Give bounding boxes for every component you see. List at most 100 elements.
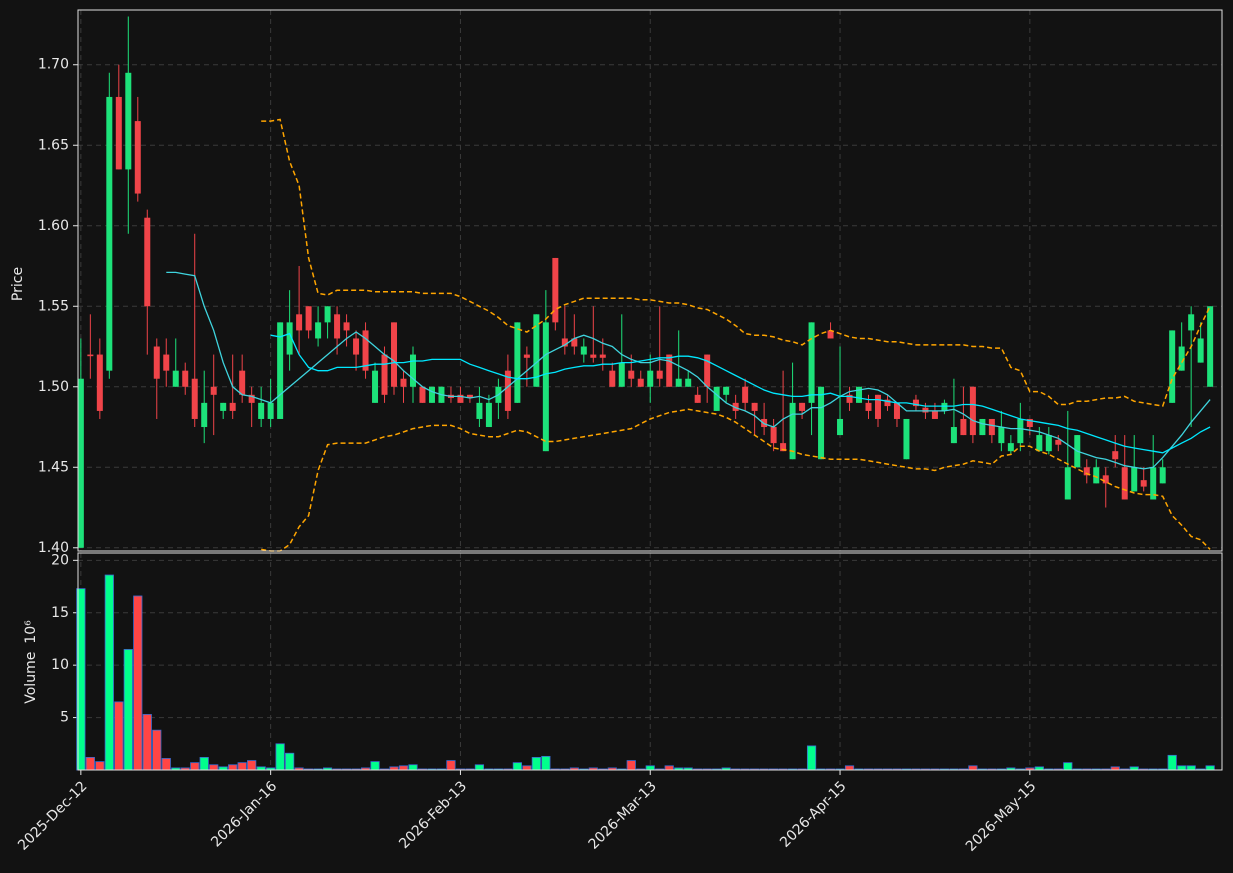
volume-bar bbox=[85, 757, 95, 771]
candle-body bbox=[400, 378, 407, 387]
candle-body bbox=[153, 346, 160, 379]
candle-body bbox=[362, 330, 369, 371]
candle-body bbox=[87, 354, 94, 357]
candle-body bbox=[979, 418, 986, 436]
volume-bar bbox=[152, 729, 162, 771]
candle-body bbox=[998, 427, 1005, 444]
candle-body bbox=[286, 322, 293, 355]
candle-body bbox=[248, 394, 255, 403]
volume-bar bbox=[161, 758, 171, 771]
y-tick-label: 20 bbox=[51, 552, 69, 568]
volume-bar bbox=[209, 764, 219, 771]
candle-body bbox=[561, 338, 568, 347]
candle-body bbox=[457, 394, 464, 403]
candle-body bbox=[125, 72, 132, 170]
candle-body bbox=[742, 386, 749, 403]
candle-body bbox=[666, 354, 673, 387]
y-tick-label: 1.45 bbox=[38, 459, 69, 475]
candle-body bbox=[694, 394, 701, 403]
candle-body bbox=[799, 402, 806, 411]
volume-axis-label: Volume 10⁶ bbox=[23, 620, 39, 704]
volume-bar bbox=[228, 764, 238, 771]
volume-bar bbox=[370, 761, 380, 771]
volume-bar bbox=[237, 762, 247, 771]
candle-body bbox=[343, 322, 350, 331]
candle-body bbox=[1064, 467, 1071, 500]
candle-body bbox=[115, 96, 122, 170]
candle-body bbox=[969, 386, 976, 436]
candle-body bbox=[106, 96, 113, 371]
candle-body bbox=[353, 338, 360, 355]
candle-body bbox=[1112, 451, 1119, 460]
candle-body bbox=[1140, 480, 1147, 487]
candle-body bbox=[704, 354, 711, 387]
candle-body bbox=[172, 370, 179, 387]
candle-body bbox=[391, 322, 398, 387]
candle-body bbox=[305, 306, 312, 331]
candle-body bbox=[874, 394, 881, 419]
candle-body bbox=[552, 257, 559, 323]
candle-body bbox=[419, 386, 426, 403]
candle-body bbox=[1017, 418, 1024, 444]
volume-bar bbox=[1063, 762, 1073, 771]
volume-bar bbox=[968, 765, 978, 771]
price-panel-frame bbox=[77, 9, 1223, 552]
candle-body bbox=[1007, 443, 1014, 452]
candle-body bbox=[220, 402, 227, 411]
candle-body bbox=[590, 354, 597, 358]
candle-body bbox=[514, 322, 521, 403]
candle-body bbox=[713, 386, 720, 411]
candle-body bbox=[428, 386, 435, 403]
volume-bar bbox=[95, 761, 105, 771]
volume-bar bbox=[123, 649, 133, 771]
candle-body bbox=[542, 322, 549, 452]
volume-bar bbox=[541, 755, 551, 771]
candle-body bbox=[210, 386, 217, 395]
candle-body bbox=[846, 394, 853, 403]
volume-bar bbox=[247, 760, 257, 771]
candle-body bbox=[1093, 467, 1100, 484]
candle-body bbox=[163, 354, 170, 371]
volume-bar bbox=[531, 757, 541, 771]
candle-body bbox=[201, 402, 208, 428]
candle-body bbox=[637, 378, 644, 387]
candle-body bbox=[960, 418, 967, 436]
candle-body bbox=[609, 370, 616, 387]
candle-body bbox=[912, 399, 919, 407]
volume-bar bbox=[512, 762, 522, 771]
volume-bar bbox=[114, 701, 124, 771]
candle-body bbox=[893, 402, 900, 419]
candle-body bbox=[476, 402, 483, 419]
volume-bar bbox=[844, 765, 855, 771]
volume-bar bbox=[1177, 765, 1187, 771]
y-tick-label: 15 bbox=[51, 605, 69, 621]
candle-body bbox=[267, 402, 274, 419]
candle-body bbox=[988, 418, 995, 436]
volume-bar bbox=[522, 765, 532, 771]
volume-bar bbox=[133, 595, 143, 771]
volume-bar bbox=[1186, 765, 1196, 771]
volume-bar bbox=[142, 714, 152, 771]
candle-body bbox=[485, 402, 492, 428]
candle-body bbox=[324, 306, 331, 323]
y-tick-label: 1.50 bbox=[38, 379, 69, 395]
volume-bar bbox=[645, 765, 655, 771]
candle-body bbox=[381, 354, 388, 395]
candle-body bbox=[808, 322, 815, 403]
candle-body bbox=[647, 370, 654, 387]
candle-body bbox=[618, 362, 625, 387]
candle-body bbox=[751, 402, 758, 411]
candle-body bbox=[1207, 306, 1214, 387]
y-tick-label: 1.65 bbox=[38, 137, 69, 153]
overlay-line bbox=[270, 332, 1211, 454]
candle-body bbox=[134, 121, 141, 194]
candle-body bbox=[884, 399, 891, 407]
candle-body bbox=[504, 370, 511, 411]
y-tick-label: 1.40 bbox=[38, 540, 69, 556]
candle-body bbox=[656, 370, 663, 379]
candle-body bbox=[1188, 314, 1195, 331]
volume-bar bbox=[275, 743, 285, 771]
candle-body bbox=[1169, 330, 1176, 403]
candle-body bbox=[409, 354, 416, 387]
candle-body bbox=[1026, 418, 1033, 428]
